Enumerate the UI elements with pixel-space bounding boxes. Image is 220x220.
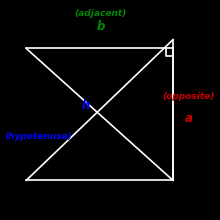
Text: b: b <box>96 20 105 33</box>
Text: a: a <box>185 112 192 125</box>
Text: h: h <box>82 99 90 112</box>
Text: (hypotenuse): (hypotenuse) <box>5 132 72 141</box>
Text: (opposite): (opposite) <box>162 92 215 101</box>
Text: (adjacent): (adjacent) <box>75 9 127 18</box>
